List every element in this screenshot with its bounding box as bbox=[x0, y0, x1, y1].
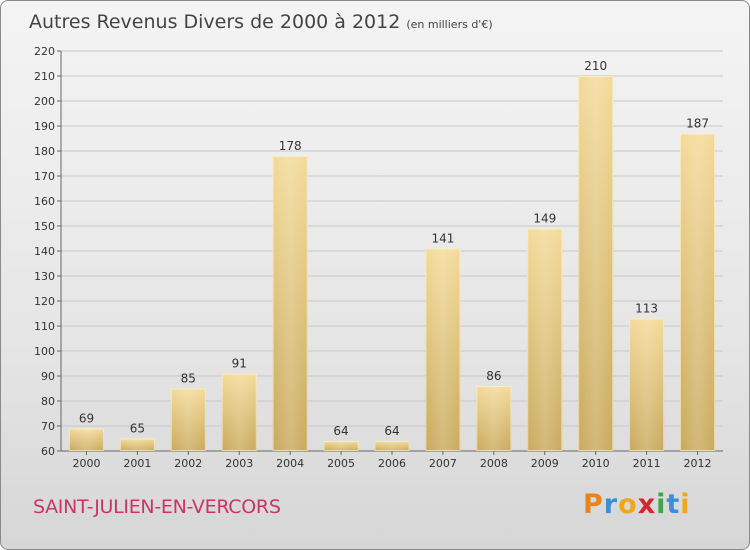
chart-title-text: Autres Revenus Divers de 2000 à 2012 bbox=[29, 11, 401, 33]
y-tick-label: 180 bbox=[34, 145, 55, 158]
data-label: 187 bbox=[686, 117, 709, 131]
bar-highlight bbox=[119, 438, 155, 451]
bar-edge bbox=[119, 438, 155, 451]
y-tick-label: 170 bbox=[34, 170, 55, 183]
chart-subtitle: (en milliers d'€) bbox=[406, 18, 493, 31]
x-tick-label: 2011 bbox=[633, 457, 661, 470]
logo-letter: r bbox=[603, 489, 619, 520]
bar-edge bbox=[323, 441, 359, 451]
bar-highlight bbox=[578, 76, 614, 451]
bar-highlight bbox=[272, 156, 308, 451]
x-tick-label: 2006 bbox=[378, 457, 406, 470]
data-label: 69 bbox=[79, 412, 94, 426]
data-label: 149 bbox=[533, 212, 556, 226]
bar-highlight bbox=[170, 388, 206, 451]
x-tick-label: 2008 bbox=[480, 457, 508, 470]
bar-edge bbox=[272, 156, 308, 451]
bar-edge bbox=[170, 388, 206, 451]
bar-edge bbox=[374, 441, 410, 451]
bar-highlight bbox=[68, 428, 104, 451]
logo-letter: o bbox=[618, 489, 638, 520]
y-tick-label: 60 bbox=[41, 445, 55, 458]
data-label: 178 bbox=[279, 139, 302, 153]
y-tick-label: 80 bbox=[41, 395, 55, 408]
x-tick-label: 2002 bbox=[174, 457, 202, 470]
proxiti-logo: Proxiti bbox=[583, 489, 691, 520]
bar-edge bbox=[425, 248, 461, 451]
y-tick-label: 190 bbox=[34, 120, 55, 133]
y-tick-label: 160 bbox=[34, 195, 55, 208]
y-tick-label: 70 bbox=[41, 420, 55, 433]
commune-name: SAINT-JULIEN-EN-VERCORS bbox=[33, 496, 281, 518]
x-tick-label: 2007 bbox=[429, 457, 457, 470]
data-label: 86 bbox=[486, 369, 501, 383]
data-label: 210 bbox=[584, 59, 607, 73]
chart-title: Autres Revenus Divers de 2000 à 2012 (en … bbox=[29, 11, 493, 33]
y-tick-label: 90 bbox=[41, 370, 55, 383]
bar-edge bbox=[680, 133, 716, 451]
bar-highlight bbox=[527, 228, 563, 451]
bar-edge bbox=[629, 318, 665, 451]
data-label: 64 bbox=[333, 424, 348, 438]
y-tick-label: 130 bbox=[34, 270, 55, 283]
bar-edge bbox=[476, 386, 512, 451]
x-tick-label: 2012 bbox=[684, 457, 712, 470]
y-tick-label: 110 bbox=[34, 320, 55, 333]
bar-highlight bbox=[680, 133, 716, 451]
data-label: 85 bbox=[181, 372, 196, 386]
data-label: 65 bbox=[130, 422, 145, 436]
y-tick-label: 120 bbox=[34, 295, 55, 308]
x-tick-label: 2004 bbox=[276, 457, 304, 470]
bar-highlight bbox=[374, 441, 410, 451]
logo-letter: x bbox=[637, 489, 657, 520]
x-tick-label: 2000 bbox=[72, 457, 100, 470]
y-tick-label: 200 bbox=[34, 95, 55, 108]
y-tick-label: 220 bbox=[34, 45, 55, 58]
logo-letter: P bbox=[583, 489, 604, 520]
y-tick-label: 210 bbox=[34, 70, 55, 83]
bar-edge bbox=[68, 428, 104, 451]
logo-letter: i bbox=[656, 489, 667, 520]
x-tick-label: 2003 bbox=[225, 457, 253, 470]
bar-edge bbox=[578, 76, 614, 451]
data-label: 91 bbox=[232, 357, 247, 371]
logo-letter: t bbox=[666, 489, 681, 520]
bar-highlight bbox=[221, 373, 257, 451]
bar-highlight bbox=[323, 441, 359, 451]
bar-edge bbox=[221, 373, 257, 451]
data-label: 141 bbox=[431, 232, 454, 246]
y-tick-label: 100 bbox=[34, 345, 55, 358]
bar-edge bbox=[527, 228, 563, 451]
data-label: 64 bbox=[384, 424, 399, 438]
x-tick-label: 2001 bbox=[123, 457, 151, 470]
x-tick-label: 2010 bbox=[582, 457, 610, 470]
y-tick-label: 150 bbox=[34, 220, 55, 233]
x-tick-label: 2005 bbox=[327, 457, 355, 470]
bar-highlight bbox=[425, 248, 461, 451]
bar-highlight bbox=[629, 318, 665, 451]
x-tick-label: 2009 bbox=[531, 457, 559, 470]
bar-highlight bbox=[476, 386, 512, 451]
logo-letter: i bbox=[680, 489, 691, 520]
y-tick-label: 140 bbox=[34, 245, 55, 258]
data-label: 113 bbox=[635, 302, 658, 316]
